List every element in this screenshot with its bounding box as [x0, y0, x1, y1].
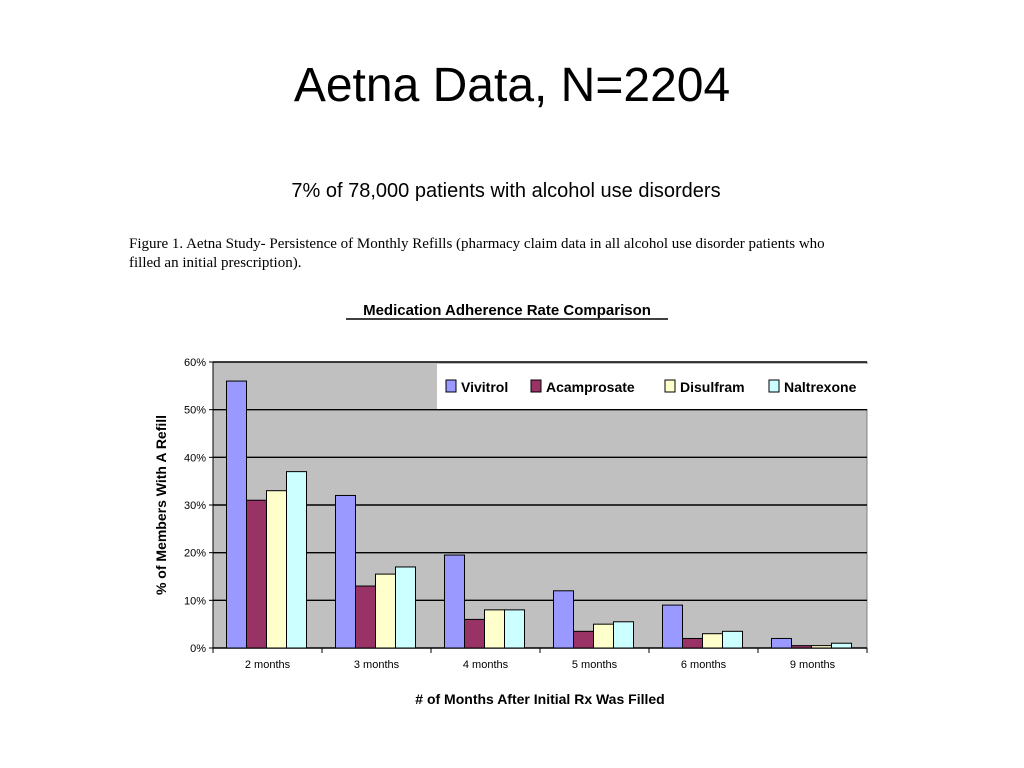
bar-vivitrol-2-months: [226, 380, 247, 649]
slide-subtitle: 7% of 78,000 patients with alcohol use d…: [291, 180, 721, 202]
y-tick-label: 40%: [184, 452, 206, 464]
bar-acamprosate-9-months: [791, 645, 812, 649]
y-tick-label: 50%: [184, 405, 206, 417]
legend-box: [437, 364, 874, 409]
x-tick-label: 9 months: [790, 659, 836, 671]
bar-vivitrol-9-months: [771, 637, 792, 649]
x-tick-label: 4 months: [463, 659, 509, 671]
y-tick-label: 20%: [184, 548, 206, 560]
bar-disulfram-3-months: [375, 573, 396, 649]
bar-disulfram-5-months: [593, 623, 614, 649]
y-axis-title: % of Members With A Refill: [153, 415, 169, 595]
x-tick-label: 6 months: [681, 659, 727, 671]
legend-label-vivitrol: Vivitrol: [461, 379, 508, 395]
figure-caption: Figure 1. Aetna Study- Persistence of Mo…: [129, 236, 825, 271]
legend-label-disulfram: Disulfram: [680, 379, 745, 395]
bar-vivitrol-3-months: [335, 494, 356, 649]
bar-disulfram-4-months: [484, 609, 505, 649]
y-tick-label: 60%: [184, 357, 206, 369]
bar-acamprosate-3-months: [355, 585, 376, 649]
legend-label-naltrexone: Naltrexone: [784, 379, 857, 395]
slide-title: Aetna Data, N=2204: [293, 59, 731, 112]
bar-vivitrol-6-months: [662, 604, 683, 649]
bar-acamprosate-4-months: [464, 618, 485, 649]
y-tick-label: 10%: [184, 595, 206, 607]
bar-naltrexone-6-months: [722, 630, 743, 649]
legend-swatch-naltrexone: [768, 379, 780, 393]
x-tick-label: 3 months: [354, 659, 400, 671]
bar-naltrexone-9-months: [831, 642, 852, 649]
bar-disulfram-2-months: [266, 490, 287, 649]
legend-swatch-disulfram: [664, 379, 676, 393]
bar-vivitrol-4-months: [444, 554, 465, 649]
bar-naltrexone-4-months: [504, 609, 525, 649]
legend: Vivitrol Acamprosate Disulfram Naltrexone: [437, 364, 874, 409]
bar-acamprosate-2-months: [246, 499, 267, 649]
legend-label-acamprosate: Acamprosate: [546, 379, 635, 395]
bar-acamprosate-5-months: [573, 630, 594, 649]
legend-swatch-vivitrol: [445, 379, 457, 393]
bar-vivitrol-5-months: [553, 590, 574, 649]
legend-swatch-acamprosate: [530, 379, 542, 393]
x-tick-label: 5 months: [572, 659, 618, 671]
bar-disulfram-9-months: [811, 645, 832, 649]
bar-naltrexone-3-months: [395, 566, 416, 649]
bar-disulfram-6-months: [702, 633, 723, 649]
bar-acamprosate-6-months: [682, 637, 703, 649]
x-axis-title: # of Months After Initial Rx Was Filled: [415, 691, 664, 707]
chart-title: Medication Adherence Rate Comparison: [363, 302, 651, 319]
y-tick-label: 30%: [184, 500, 206, 512]
x-tick-label: 2 months: [245, 659, 291, 671]
bar-naltrexone-2-months: [286, 471, 307, 649]
bar-naltrexone-5-months: [613, 621, 634, 649]
y-tick-label: 0%: [190, 643, 206, 655]
